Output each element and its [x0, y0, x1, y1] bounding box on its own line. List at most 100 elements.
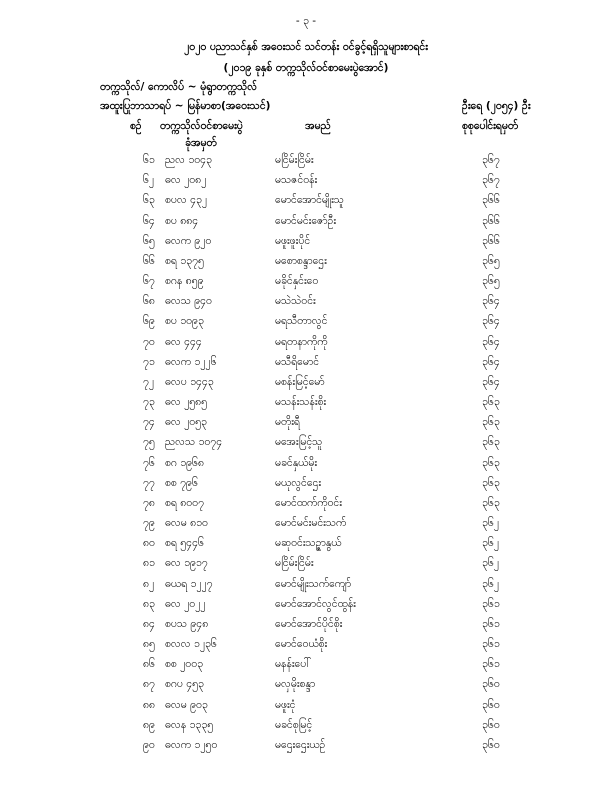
- table-row: ၈၇ စဂပ ၄၅၃ မလှမိုးစန္ဒာ ၃၆၀: [0, 677, 612, 697]
- total-score: ၃၆၅: [482, 254, 500, 267]
- total-score: ၃၆၄: [482, 315, 500, 328]
- table-row: ၈၆ စစ ၂၀၀၃ မနန်းပေါ် ၃၆၁: [0, 657, 612, 677]
- roll-number: ညလ ၁၀၄၃: [165, 154, 212, 166]
- table-row: ၆၁ ညလ ၁၀၄၃ မငြိမ်းငြိမ်း ၃၆၇: [0, 153, 612, 173]
- student-name: မလှမိုးစန္ဒာ: [275, 678, 316, 691]
- row-number: ၇၄: [143, 416, 155, 429]
- total-score: ၃၆၂: [482, 537, 499, 550]
- table-row: ၈၃ ဓလ ၂၀၂၂ မောင်အောင်လွင်ထွန်း ၃၆၁: [0, 597, 612, 617]
- document-title: ၂၀၂၀ ပညာသင်နှစ် အဝေးသင် သင်တန်း ဝင်ခွင့်…: [184, 41, 428, 53]
- row-number: ၈၀: [143, 537, 155, 550]
- table-row: ၆၉ စပ ၁၀၉၃ မရသီတာလွင် ၃၆၄: [0, 314, 612, 334]
- student-name: မဖူးငုံ: [275, 698, 296, 711]
- roll-number: စဂန ၈၅၉: [165, 275, 204, 288]
- student-name: မနန်းပေါ်: [275, 658, 311, 671]
- total-score: ၃၆၃: [482, 476, 500, 489]
- row-number: ၈၆: [143, 658, 155, 671]
- student-name: မောင်ထက်ကိုဝင်း: [275, 496, 342, 509]
- row-number: ၈၁: [143, 557, 155, 570]
- table-row: ၆၅ ဓလက ၉၂၀ မဖူးဖူးပိုင် ၃၆၆: [0, 234, 612, 254]
- student-name: မသီရိမောင်: [275, 355, 320, 368]
- row-number: ၆၈: [143, 295, 155, 308]
- page-number: - ၃ -: [295, 15, 317, 27]
- total-score: ၃၆၀: [482, 718, 500, 731]
- table-row: ၈၈ ဓလမ ၉၀၃ မဖူးငုံ ၃၆၀: [0, 698, 612, 718]
- row-number: ၈၉: [143, 718, 155, 731]
- student-name: မယုလွင်ဌေး: [275, 476, 322, 489]
- student-name: မဖူးဖူးပိုင်: [275, 234, 311, 247]
- document-subtitle: (၂၀၁၉ ခုနှစ် တက္ကသိုလ်ဝင်စာမေးပွဲအောင်): [223, 62, 389, 74]
- table-row: ၇၁ ဓလက ၁၂၂၆ မသီရိမောင် ၃၆၄: [0, 355, 612, 375]
- roll-number: ညလသ ၁၀၇၄: [165, 436, 223, 449]
- roll-number: ဓလ ၂၀၂၂: [165, 597, 206, 610]
- total-score: ၃၆၄: [482, 355, 500, 368]
- total-score: ၃၆၃: [482, 456, 500, 469]
- student-name: မသန်းသန်းစိုး: [275, 396, 327, 409]
- student-name: မရတနာကိုကို: [275, 335, 328, 348]
- subject-label: အထူးပြုဘာသာရပ် ~ မြန်မာစာ(အဝေးသင်): [100, 100, 271, 112]
- table-row: ၇၄ ဓလ ၂၀၅၃ မတိုးရီ ၃၆၃: [0, 415, 612, 435]
- header-roll-line2: ခုံအမှတ်: [185, 137, 217, 149]
- roll-number: ဓလန ၁၃၃၅: [165, 718, 214, 731]
- roll-number: ဓလမ ၉၀၃: [165, 698, 208, 711]
- table-row: ၆၈ ဓလသ ၉၄၀ မသဲသဲဝင်း ၃၆၄: [0, 294, 612, 314]
- table-row: ၆၇ စဂန ၈၅၉ မခိုင်နှင်းဝေ ၃၆၅: [0, 274, 612, 294]
- total-score: ၃၆၅: [482, 275, 500, 288]
- row-number: ၇၅: [143, 436, 155, 449]
- row-number: ၆၅: [143, 234, 155, 247]
- row-number: ၈၅: [143, 638, 155, 651]
- roll-number: ဓလသ ၉၄၀: [165, 295, 212, 308]
- student-name: မောင်မျိုးသက်ကျော်: [275, 577, 352, 590]
- table-row: ၆၄ စပ ၈၈၄ မောင်မင်းဇော်ဦး ၃၆၆: [0, 214, 612, 234]
- header-no: စဉ်: [130, 120, 142, 132]
- header-name: အမည်: [305, 120, 331, 132]
- row-number: ၆၁: [143, 154, 155, 166]
- student-name: မခိုင်နှင်းဝေ: [275, 275, 319, 288]
- total-score: ၃၆၂: [482, 577, 499, 590]
- table-row: ၆၂ ဓလ ၂၀၈၂ မသဇင်ဝန်း ၃၆၇: [0, 173, 612, 193]
- roll-number: ဓလ ၂၀၅၃: [165, 416, 207, 429]
- row-number: ၆၃: [143, 194, 155, 207]
- total-score: ၃၆၀: [482, 738, 500, 751]
- row-number: ၇၆: [143, 456, 155, 469]
- table-row: ၈၄ စပသ ၉၄၈ မောင်အောင်ပိုင်စိုး ၃၆၁: [0, 617, 612, 637]
- roll-number: ဓလက ၁၂၅၀: [165, 738, 218, 751]
- table-row: ၈၉ ဓလန ၁၃၃၅ မခင်စုမြင့် ၃၆၀: [0, 718, 612, 738]
- roll-number: စစ ၂၀၀၃: [165, 658, 204, 671]
- total-score: ၃၆၂: [482, 517, 499, 530]
- roll-number: ဓလ ၂၅၈၅: [165, 396, 208, 409]
- student-name: မတိုးရီ: [275, 416, 300, 429]
- total-score: ၃၆၂: [482, 557, 499, 570]
- row-number: ၈၃: [143, 597, 155, 610]
- row-number: ၇၂: [143, 375, 155, 388]
- total-score: ၃၆၀: [482, 678, 500, 691]
- total-score: ၃၆၄: [482, 295, 500, 308]
- total-score: ၃၆၁: [482, 638, 500, 651]
- total-score: ၃၆၃: [482, 416, 500, 429]
- roll-number: ဓလက ၉၂၀: [165, 234, 212, 247]
- table-row: ၇၅ ညလသ ၁၀၇၄ မအေးမြင့်သူ ၃၆၃: [0, 435, 612, 455]
- roll-number: ဓလ ၂၀၈၂: [165, 174, 207, 187]
- student-name: မောင်အောင်မျိုးသူ: [275, 194, 344, 207]
- roll-number: ဓလ ၄၄၄: [165, 335, 202, 348]
- total-count: ဦးရေ (၂၀၅၄) ဦး: [462, 100, 531, 112]
- student-name: မသဲသဲဝင်း: [275, 295, 316, 308]
- row-number: ၈၂: [143, 577, 155, 590]
- table-row: ၈၅ စလလ ၁၂၃၆ မောင်ဝေယံစိုး ၃၆၁: [0, 637, 612, 657]
- student-name: မခင်နှယ်မိုး: [275, 456, 318, 469]
- row-number: ၆၉: [143, 315, 155, 328]
- header-score: စုစုပေါင်းရမှတ်: [462, 120, 519, 132]
- student-name: မောင်အောင်ပိုင်စိုး: [275, 617, 343, 630]
- row-number: ၆၆: [143, 254, 155, 267]
- table-row: ၇၇ စစ ၇၉၆ မယုလွင်ဌေး ၃၆၃: [0, 476, 612, 496]
- row-number: ၉၀: [143, 738, 155, 751]
- student-name: မောင်မင်းဇော်ဦး: [275, 214, 337, 227]
- total-score: ၃၆၀: [482, 698, 500, 711]
- student-name: မရသီတာလွင်: [275, 315, 328, 328]
- student-name: မစန်းမြင့်မော်: [275, 375, 325, 388]
- roll-number: စပလ ၄၃၂: [165, 194, 208, 207]
- row-number: ၇၁: [143, 355, 155, 368]
- row-number: ၈၈: [143, 698, 155, 711]
- total-score: ၃၆၆: [482, 214, 500, 227]
- roll-number: စပ ၁၀၉၃: [165, 315, 204, 328]
